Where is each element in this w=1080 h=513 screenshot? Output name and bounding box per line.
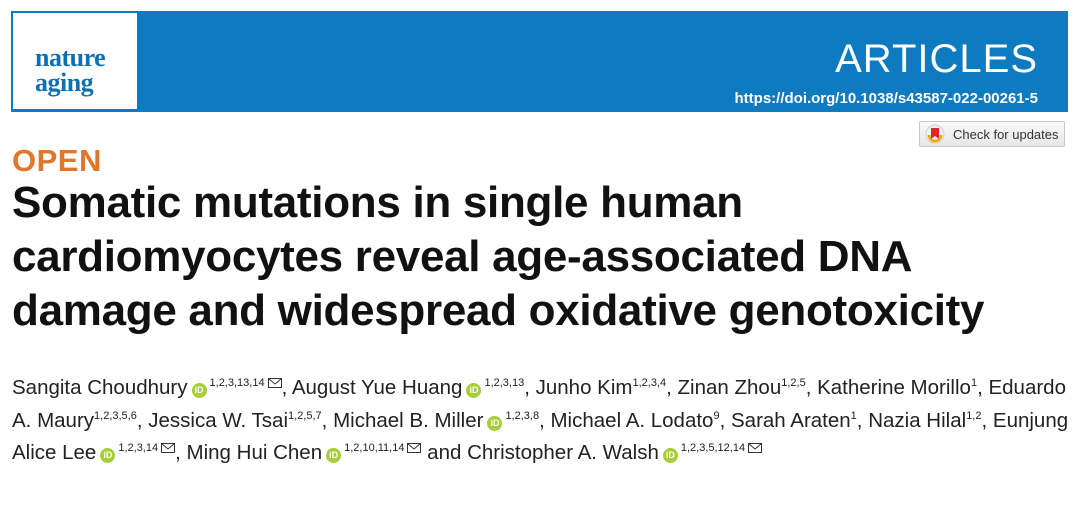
- email-icon[interactable]: [407, 443, 422, 453]
- affiliation-numbers: 1,2: [966, 409, 982, 422]
- author-separator: ,: [719, 408, 731, 432]
- affiliation-numbers: 1,2,5,7: [288, 409, 322, 422]
- author-name[interactable]: Michael B. Miller: [333, 408, 484, 432]
- doi-link[interactable]: https://doi.org/10.1038/s43587-022-00261…: [734, 90, 1039, 107]
- orcid-icon[interactable]: iD: [662, 448, 678, 463]
- affiliation-numbers: 1: [970, 377, 978, 389]
- author-entry: Michael B. Miller iD1,2,3,8,: [333, 409, 550, 432]
- author-name[interactable]: Ming Hui Chen: [186, 441, 323, 464]
- author-separator: ,: [281, 376, 292, 399]
- author-name[interactable]: Eunjung Alice Lee: [12, 408, 1069, 465]
- author-name[interactable]: Eduardo A. Maury: [12, 376, 1066, 432]
- author-separator: ,: [977, 376, 989, 399]
- affiliation-numbers: 1: [850, 409, 857, 422]
- open-access-label: OPEN: [12, 143, 102, 178]
- article-title: Somatic mutations in single human cardio…: [12, 178, 985, 335]
- author-entry: Jessica W. Tsai1,2,5,7,: [148, 409, 333, 432]
- author-name[interactable]: Junho Kim: [535, 376, 633, 399]
- orcid-icon[interactable]: iD: [191, 383, 207, 398]
- author-separator: ,: [805, 376, 818, 399]
- affiliation-numbers: 1,2,3,13,14: [209, 377, 265, 389]
- author-name[interactable]: Zinan Zhou: [677, 376, 782, 399]
- author-separator: ,: [981, 408, 993, 432]
- author-entry: Sarah Araten1,: [731, 409, 868, 432]
- author-entry: Katherine Morillo1,: [817, 376, 988, 399]
- author-separator: ,: [856, 408, 869, 432]
- logo-text: nature aging: [35, 43, 145, 97]
- author-name[interactable]: Katherine Morillo: [817, 376, 971, 399]
- author-separator: ,: [136, 408, 149, 432]
- author-entry: and Christopher A. Walsh iD1,2,3,5,12,14: [427, 441, 763, 464]
- affiliation-numbers: 1,2,3,13: [484, 377, 525, 389]
- author-list: Sangita Choudhury iD1,2,3,13,14, August Y…: [12, 372, 1072, 470]
- author-entry: Eunjung Alice Lee iD1,2,3,14,: [12, 409, 1068, 465]
- check-for-updates-button[interactable]: Check for updates: [919, 121, 1065, 147]
- author-entry: Ming Hui Chen iD1,2,10,11,14: [187, 441, 428, 464]
- email-icon[interactable]: [748, 443, 763, 453]
- author-separator: ,: [524, 376, 536, 399]
- crossmark-icon: [925, 124, 945, 144]
- author-name[interactable]: Sangita Choudhury: [12, 376, 188, 399]
- affiliation-numbers: 1,2,5: [781, 377, 806, 389]
- affiliation-numbers: 1,2,3,8: [505, 409, 540, 422]
- author-separator: ,: [666, 376, 678, 399]
- section-label: ARTICLES: [835, 37, 1038, 81]
- orcid-icon[interactable]: iD: [487, 415, 503, 431]
- affiliation-numbers: 9: [713, 409, 720, 422]
- author-entry: Junho Kim1,2,3,4,: [536, 376, 678, 399]
- orcid-icon[interactable]: iD: [326, 448, 342, 463]
- author-name[interactable]: August Yue Huang: [291, 376, 463, 399]
- author-entry: Nazia Hilal1,2,: [868, 409, 993, 432]
- author-entry: Sangita Choudhury iD1,2,3,13,14,: [12, 376, 292, 399]
- author-name[interactable]: Sarah Araten: [731, 408, 851, 432]
- author-name[interactable]: Nazia Hilal: [868, 408, 967, 432]
- author-separator: ,: [539, 408, 551, 432]
- logo-line-aging: aging: [35, 68, 94, 97]
- orcid-icon[interactable]: iD: [100, 448, 116, 463]
- author-name[interactable]: and Christopher A. Walsh: [427, 441, 659, 464]
- author-entry: August Yue Huang iD1,2,3,13,: [292, 376, 536, 399]
- affiliation-numbers: 1,2,3,5,12,14: [680, 442, 746, 454]
- author-entry: Zinan Zhou1,2,5,: [678, 376, 818, 399]
- author-separator: ,: [175, 441, 187, 464]
- check-for-updates-label: Check for updates: [953, 126, 1059, 142]
- author-entry: Michael A. Lodato9,: [550, 409, 731, 432]
- author-name[interactable]: Jessica W. Tsai: [148, 408, 289, 432]
- email-icon[interactable]: [267, 378, 282, 388]
- email-icon[interactable]: [161, 443, 176, 453]
- affiliation-numbers: 1,2,3,14: [118, 442, 159, 454]
- journal-logo[interactable]: nature aging: [13, 13, 137, 109]
- affiliation-numbers: 1,2,3,4: [632, 377, 667, 389]
- affiliation-numbers: 1,2,3,5,6: [94, 409, 137, 422]
- journal-banner: ARTICLES https://doi.org/10.1038/s43587-…: [11, 11, 1068, 112]
- orcid-icon[interactable]: iD: [466, 383, 482, 398]
- author-name[interactable]: Michael A. Lodato: [550, 408, 714, 432]
- affiliation-numbers: 1,2,10,11,14: [344, 442, 405, 454]
- logo-line-nature: nature: [35, 43, 106, 72]
- author-separator: ,: [321, 408, 334, 432]
- author-entry: Eduardo A. Maury1,2,3,5,6,: [12, 376, 1066, 432]
